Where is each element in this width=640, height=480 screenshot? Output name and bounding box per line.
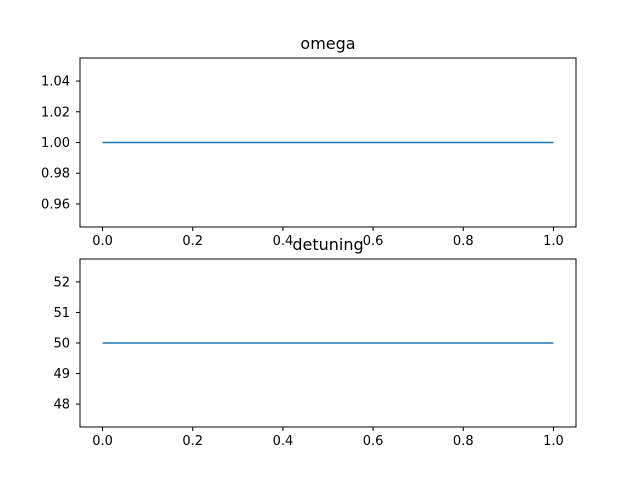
- y-ticks-omega: 0.96 0.98 1.00 1.02 1.04: [41, 75, 80, 212]
- x-tick-label: 0.2: [182, 434, 203, 449]
- x-ticks-detuning: 0.0 0.2 0.4 0.6 0.8 1.0: [92, 427, 564, 449]
- x-tick-label: 0.4: [273, 234, 294, 249]
- chart-title-detuning: detuning: [292, 235, 363, 254]
- x-tick-label: 0.0: [92, 234, 113, 249]
- x-tick-label: 0.8: [453, 234, 474, 249]
- x-tick-label: 1.0: [543, 434, 564, 449]
- y-tick-label: 0.96: [41, 197, 70, 212]
- subplot-omega: omega 0.0 0.2 0.4 0.6 0.8 1.0 0.96 0.98 1.00 1.0…: [41, 34, 577, 249]
- x-tick-label: 0.2: [182, 234, 203, 249]
- x-tick-label: 0.6: [363, 434, 384, 449]
- y-tick-label: 50: [53, 337, 70, 352]
- chart-title-omega: omega: [300, 34, 355, 53]
- x-tick-label: 1.0: [543, 234, 564, 249]
- x-tick-label: 0.8: [453, 434, 474, 449]
- y-ticks-detuning: 48 49 50 51 52: [53, 275, 80, 413]
- y-tick-label: 1.02: [41, 105, 70, 120]
- x-ticks-omega: 0.0 0.2 0.4 0.6 0.8 1.0: [92, 227, 564, 249]
- y-tick-label: 1.04: [41, 75, 70, 90]
- x-tick-label: 0.4: [273, 434, 294, 449]
- y-tick-label: 51: [53, 306, 70, 321]
- y-tick-label: 0.98: [41, 167, 70, 182]
- y-tick-label: 49: [53, 367, 70, 382]
- subplot-detuning: detuning 0.0 0.2 0.4 0.6 0.8 1.0 48 49 50 51 52: [53, 235, 577, 449]
- y-tick-label: 52: [53, 275, 70, 290]
- x-tick-label: 0.6: [363, 234, 384, 249]
- y-tick-label: 1.00: [41, 136, 70, 151]
- y-tick-label: 48: [53, 398, 70, 413]
- x-tick-label: 0.0: [92, 434, 113, 449]
